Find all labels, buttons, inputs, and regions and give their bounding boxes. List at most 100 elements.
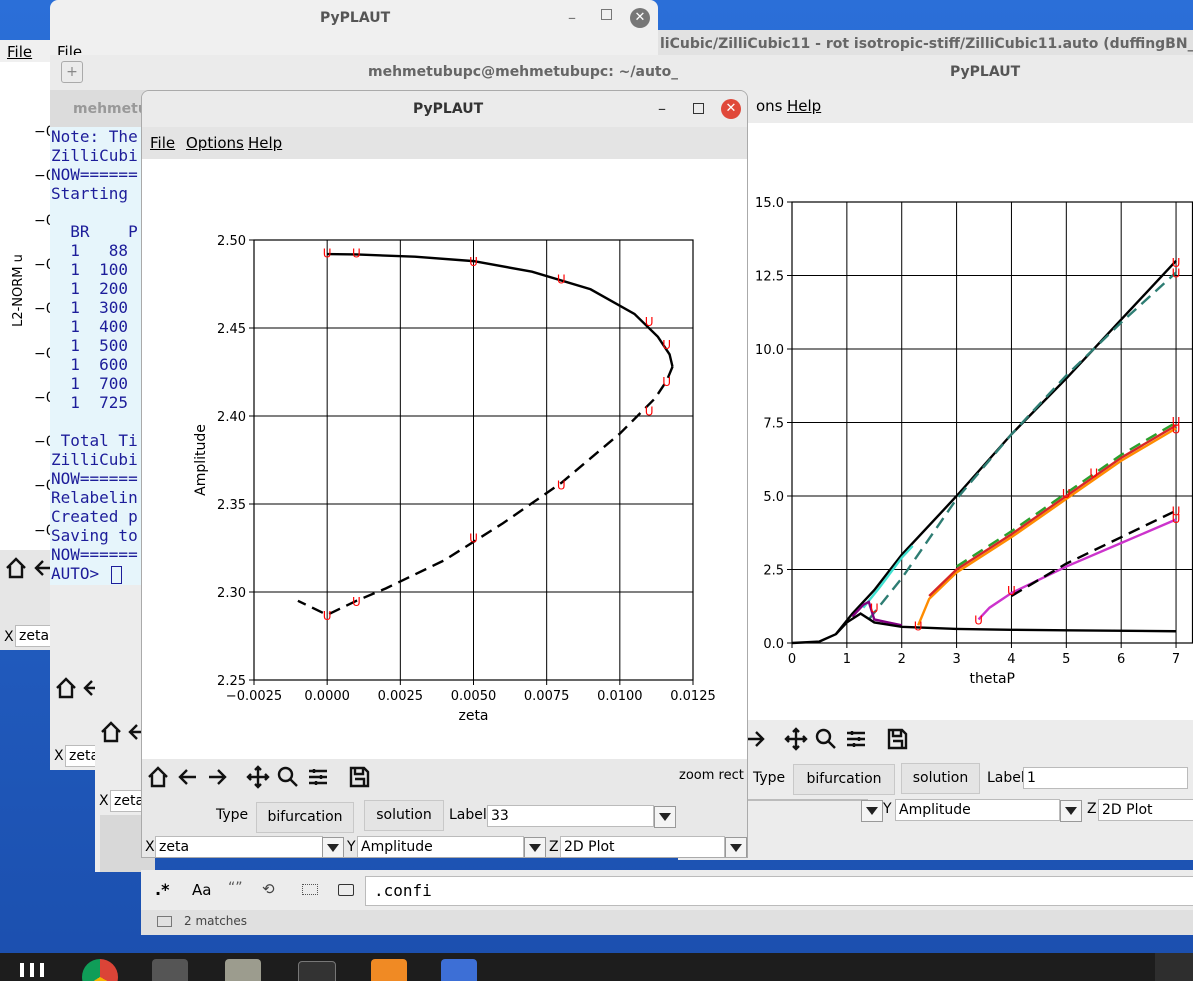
toolbar-button[interactable]: [34, 560, 52, 576]
maximize[interactable]: [601, 9, 612, 20]
toolbar-button[interactable]: [56, 677, 76, 699]
point-label: U: [1172, 267, 1181, 281]
x-input[interactable]: zeta: [155, 836, 323, 857]
close[interactable]: ✕: [721, 99, 741, 119]
toolbar-button[interactable]: [349, 766, 370, 788]
window-title: PyPLAUT: [320, 10, 391, 26]
point-label: U: [1172, 512, 1181, 526]
toolbar-button[interactable]: [148, 766, 168, 788]
label-input[interactable]: 1: [1023, 767, 1188, 789]
terminal-line: NOW======: [51, 545, 138, 564]
toolbar-button[interactable]: [887, 728, 908, 750]
toolbar-button[interactable]: [309, 769, 327, 785]
icon: [784, 727, 808, 751]
terminal-line: 1 400: [51, 317, 129, 336]
apps[interactable]: [20, 963, 44, 977]
menu-item[interactable]: Help: [787, 97, 822, 115]
z-input[interactable]: 2D Plot: [1098, 799, 1193, 821]
maximize[interactable]: [693, 103, 704, 114]
terminal-line: 1 300: [51, 298, 129, 317]
type-button[interactable]: bifurcation: [256, 802, 354, 833]
point-label: U: [1172, 415, 1181, 429]
search-input[interactable]: .confi: [365, 876, 1193, 906]
status: 2 matches: [184, 914, 248, 928]
menu-item[interactable]: ons: [756, 97, 783, 115]
dropdown[interactable]: [322, 837, 344, 857]
toolbar-button[interactable]: [209, 769, 227, 785]
toolbar-button[interactable]: [847, 731, 865, 747]
type-button[interactable]: solution: [364, 800, 444, 831]
terminal-line: 1 200: [51, 279, 129, 298]
status-icon: [157, 916, 172, 927]
toolbar-button[interactable]: [6, 557, 26, 579]
option[interactable]: “”: [228, 880, 243, 896]
option[interactable]: Aa: [192, 881, 212, 899]
type-button[interactable]: bifurcation: [793, 764, 895, 795]
toolbar-button[interactable]: [178, 769, 196, 785]
type-label: Type: [216, 807, 249, 823]
point-label: U: [323, 246, 332, 260]
dropdown[interactable]: [1060, 800, 1082, 822]
toolbar-button[interactable]: [246, 765, 270, 789]
icon: [309, 769, 327, 785]
y-field: Y: [347, 839, 356, 855]
series-line: [955, 421, 1177, 568]
terminal-line: 1 500: [51, 336, 129, 355]
menu-item[interactable]: File: [7, 43, 33, 61]
dropdown[interactable]: [524, 837, 546, 857]
option[interactable]: ⟲: [262, 880, 275, 898]
y-tick-label: −0: [34, 389, 55, 406]
menu-item[interactable]: Help: [248, 134, 283, 152]
toolbar-button[interactable]: [815, 728, 836, 749]
z-input[interactable]: 2D Plot: [560, 836, 725, 857]
series-line: [928, 424, 1177, 597]
app-icon[interactable]: [371, 959, 407, 981]
y-tick-label: 10.0: [755, 343, 784, 358]
window-b: PyPLAUT – ✕ File: [50, 0, 658, 62]
point-label: U: [1062, 487, 1071, 501]
y-input[interactable]: Amplitude: [357, 836, 524, 857]
option[interactable]: .*: [155, 880, 170, 899]
menu-item[interactable]: Options: [186, 134, 244, 152]
terminal-line: 1 100: [51, 260, 129, 279]
type-label: Type: [753, 770, 786, 786]
icon: [747, 731, 765, 747]
dropdown[interactable]: [861, 800, 883, 822]
point-label: U: [1172, 505, 1181, 519]
dropdown[interactable]: [725, 837, 747, 857]
point-label: U: [557, 479, 566, 493]
x-tick-label: 0.0025: [378, 689, 424, 704]
terminal-line: ZilliCubi: [51, 146, 138, 165]
toolbar-button[interactable]: [277, 766, 298, 787]
type-button[interactable]: solution: [901, 763, 980, 794]
series-line: [917, 427, 1177, 626]
option[interactable]: [302, 884, 318, 895]
status: zoom rect: [679, 768, 744, 783]
dropdown[interactable]: [654, 806, 676, 828]
y-input[interactable]: Amplitude: [895, 799, 1060, 821]
app-icon[interactable]: [298, 961, 336, 981]
close[interactable]: ✕: [630, 8, 650, 28]
minimize[interactable]: –: [658, 99, 666, 118]
option[interactable]: [338, 884, 354, 896]
minimize[interactable]: –: [568, 8, 576, 27]
app-icon[interactable]: [225, 959, 261, 981]
toolbar-button[interactable]: [101, 721, 121, 743]
tab[interactable]: mehmetu: [73, 101, 148, 117]
label-input[interactable]: 33: [487, 805, 654, 827]
menu-item[interactable]: File: [150, 134, 176, 152]
toolbar-button[interactable]: [784, 727, 808, 751]
icon: [34, 560, 52, 576]
series-line: [327, 252, 674, 367]
y-tick-label: 15.0: [755, 196, 784, 211]
new-tab[interactable]: +: [61, 61, 83, 83]
app-icon[interactable]: [152, 959, 188, 981]
toolbar-button[interactable]: [747, 731, 765, 747]
y-tick-label: 12.5: [755, 270, 784, 285]
right-window: PyPLAUT ons Help 0 1 2 3 4 5 6 7 0.0 2.5 5.0 7.5 10.…: [678, 55, 1193, 860]
app-icon[interactable]: [82, 959, 118, 981]
app-icon[interactable]: [441, 959, 477, 981]
y-tick-label: 2.45: [217, 322, 246, 337]
y-tick-label: 0.0: [763, 637, 784, 652]
terminal-line: Note: The: [51, 127, 138, 146]
